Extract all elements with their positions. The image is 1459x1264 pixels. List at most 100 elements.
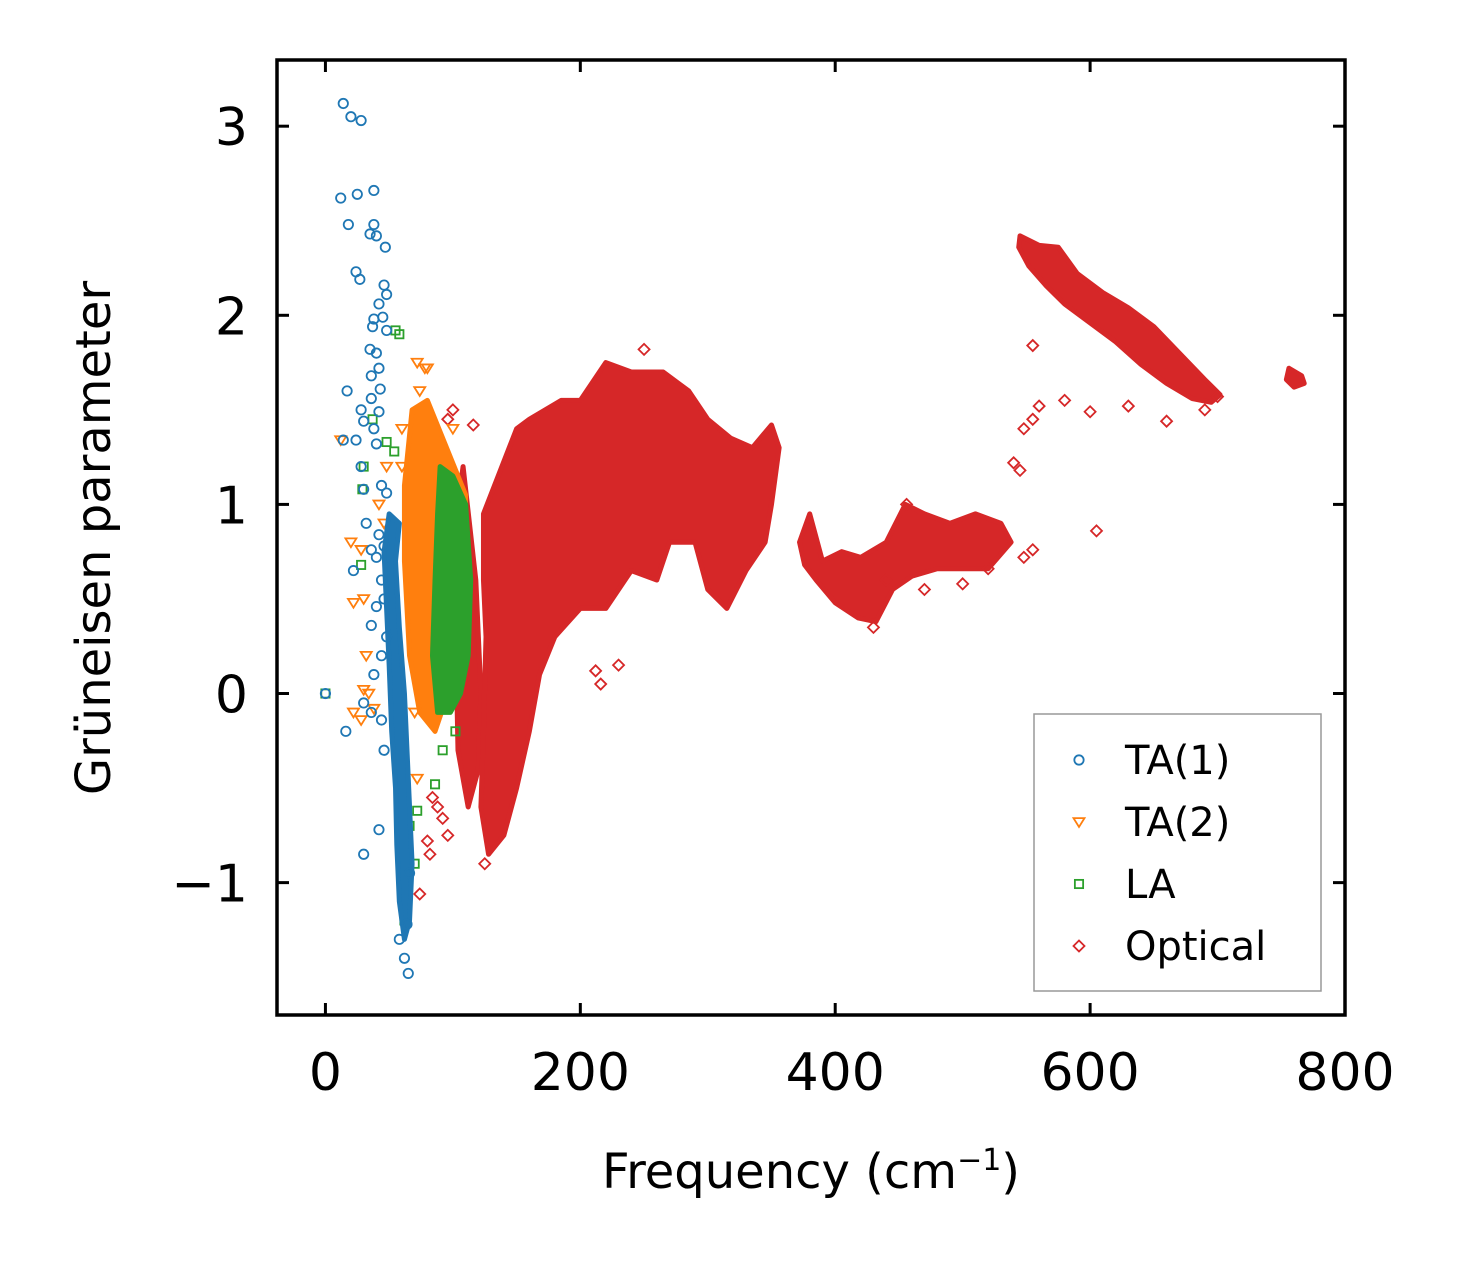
data-point-ta-1 (375, 714, 388, 726)
x-tick-label: 200 (531, 1043, 630, 1103)
data-point-la (412, 805, 423, 816)
data-point-optical (1198, 403, 1212, 417)
data-point-la (389, 446, 400, 457)
data-point-ta-1 (378, 593, 390, 605)
dense-region-optical (478, 360, 782, 857)
data-point-optical (1089, 524, 1104, 538)
data-point-optical (1006, 456, 1021, 470)
data-point-ta-1 (370, 347, 382, 359)
data-point-ta-1 (358, 415, 370, 427)
y-axis-label: Grüneisen parameter (66, 281, 122, 796)
data-point-ta-1 (355, 461, 367, 473)
data-point-ta-2 (410, 773, 425, 786)
data-point-ta-1 (373, 298, 385, 310)
data-point-optical (899, 497, 914, 512)
data-point-optical (1032, 399, 1046, 413)
y-tick-label: 2 (215, 287, 248, 347)
data-point-optical (1057, 393, 1072, 408)
data-point-optical (425, 790, 440, 805)
data-point-ta-1 (370, 551, 382, 563)
legend-label-ta1: TA(1) (1124, 738, 1230, 784)
data-point-ta-2 (410, 357, 425, 370)
data-point-optical (1025, 412, 1040, 427)
data-point-ta-1 (381, 631, 393, 643)
data-point-ta-1 (364, 228, 376, 240)
data-point-ta-1 (355, 114, 367, 127)
data-point-ta-1 (354, 273, 366, 285)
data-point-ta-1 (401, 918, 413, 930)
legend-marker-la (1073, 878, 1085, 890)
data-point-ta-2 (361, 688, 376, 701)
data-point-ta-1 (381, 324, 393, 337)
data-point-optical (466, 418, 481, 432)
data-point-ta-1 (358, 697, 370, 709)
data-point-optical (435, 811, 450, 826)
x-axis-label: Frequency (cm−1) (602, 1143, 1020, 1200)
series-optical (412, 233, 1307, 901)
data-point-ta-2 (346, 597, 361, 610)
data-point-ta-1 (350, 434, 362, 446)
data-point-ta-1 (368, 218, 380, 231)
data-point-ta-1 (403, 867, 416, 879)
data-point-ta-1 (381, 288, 393, 301)
data-point-optical (430, 800, 445, 814)
dense-region-la (429, 464, 474, 715)
data-point-ta-1 (368, 669, 380, 681)
legend-marker-ta-2 (1071, 817, 1087, 829)
plot-frame (275, 58, 1347, 1017)
data-point-ta-1 (370, 600, 382, 613)
data-point-optical (1083, 404, 1097, 419)
data-point-ta-2 (359, 650, 374, 663)
legend-label-ta2: TA(2) (1124, 800, 1230, 846)
data-point-ta-1 (365, 544, 377, 556)
data-point-optical (446, 403, 460, 417)
y-tick-label: −1 (171, 855, 248, 915)
data-point-optical (1017, 421, 1031, 436)
data-point-optical (593, 677, 608, 691)
data-point-ta-1 (365, 370, 377, 382)
data-point-ta-2 (353, 545, 369, 557)
legend-marker-optical (1072, 939, 1086, 953)
series-la (320, 325, 474, 926)
data-point-la (430, 779, 441, 790)
data-point-ta-1 (368, 423, 380, 435)
data-point-ta-1 (373, 529, 385, 541)
data-point-ta-1 (358, 483, 370, 495)
data-point-ta-1 (335, 192, 347, 204)
data-point-optical (1025, 338, 1040, 353)
data-point-la (394, 329, 405, 340)
data-point-ta-1 (351, 188, 363, 200)
data-point-optical (441, 828, 455, 843)
x-tick-label: 800 (1295, 1043, 1394, 1103)
data-point-optical (611, 658, 626, 672)
data-point-ta-2 (353, 715, 369, 727)
data-point-ta-1 (355, 404, 367, 416)
y-tick-label: 1 (215, 476, 248, 536)
data-point-optical (1025, 543, 1040, 557)
data-point-ta-1 (365, 392, 377, 405)
x-tick-label: 400 (786, 1043, 885, 1103)
x-tick-label: 0 (309, 1043, 342, 1103)
data-point-ta-1 (373, 824, 385, 836)
legend: TA(1) TA(2) LA Optical (1033, 713, 1322, 992)
series-ta-1 (319, 97, 416, 979)
data-point-optical (955, 577, 970, 591)
data-point-optical (917, 582, 932, 597)
data-point-ta-2 (412, 386, 427, 398)
data-point-la (381, 436, 392, 448)
x-tick-label: 600 (1040, 1043, 1139, 1103)
legend-label-optical: Optical (1125, 924, 1266, 970)
data-point-ta-2 (343, 537, 359, 549)
data-point-ta-2 (394, 424, 410, 436)
data-point-la (356, 559, 367, 570)
data-point-ta-1 (379, 241, 391, 253)
data-point-optical (1121, 399, 1136, 413)
data-point-ta-1 (365, 706, 377, 719)
data-point-optical (412, 887, 427, 901)
data-point-optical (1210, 389, 1225, 404)
data-point-ta-2 (346, 707, 361, 720)
data-point-ta-1 (370, 438, 382, 450)
